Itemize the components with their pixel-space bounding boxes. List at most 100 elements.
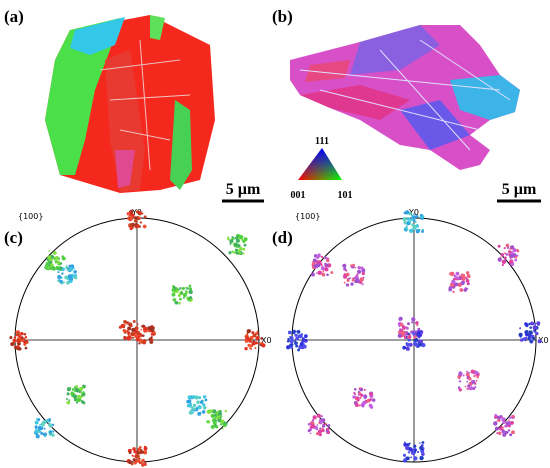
pole-point xyxy=(143,215,147,219)
pole-point xyxy=(196,400,200,405)
pole-point xyxy=(197,411,202,416)
pole-point xyxy=(41,424,44,427)
pole-point xyxy=(73,270,77,274)
pole-point xyxy=(330,271,334,274)
pole-point xyxy=(400,328,403,332)
pole-point xyxy=(404,333,407,336)
pole-point xyxy=(34,425,38,429)
pole-point xyxy=(402,216,407,222)
pole-point xyxy=(188,287,193,291)
pole-point xyxy=(413,341,417,345)
pole-point xyxy=(233,242,238,247)
pole-point xyxy=(251,341,254,344)
pole-point xyxy=(535,332,539,336)
pole-point xyxy=(419,339,423,344)
pole-point xyxy=(232,251,236,254)
pole-point xyxy=(23,337,26,340)
pole-point xyxy=(527,336,531,341)
pole-point xyxy=(418,336,421,339)
pole-point xyxy=(421,441,425,444)
pole-point xyxy=(360,393,364,397)
pole-point xyxy=(207,421,211,424)
pole-point xyxy=(512,248,517,253)
pole-point xyxy=(132,458,136,462)
pole-point xyxy=(197,405,202,410)
pole-point xyxy=(130,331,135,337)
pole-point xyxy=(501,429,505,434)
grain-map-a xyxy=(45,15,215,193)
pole-point xyxy=(318,255,321,258)
pole-point xyxy=(130,336,133,339)
pole-point xyxy=(497,431,502,436)
pole-point xyxy=(60,262,63,265)
pole-point xyxy=(461,273,466,278)
pole-point xyxy=(66,387,71,392)
pole-point xyxy=(318,433,322,437)
pole-point xyxy=(405,346,410,351)
pole-point xyxy=(65,266,69,270)
pole-point xyxy=(304,338,308,342)
pole-point xyxy=(178,301,181,305)
pole-point xyxy=(472,387,475,390)
pole-point xyxy=(172,298,177,302)
pole-point xyxy=(312,415,317,420)
pole-point xyxy=(505,243,510,248)
pole-point xyxy=(509,433,513,437)
pole-point xyxy=(214,414,217,417)
pole-point xyxy=(179,287,182,290)
pole-point xyxy=(530,336,533,339)
pole-point xyxy=(454,282,459,287)
pole-point xyxy=(476,375,479,379)
pole-point xyxy=(179,297,182,301)
pole-point xyxy=(518,332,523,337)
pole-point xyxy=(402,325,406,330)
pole-point xyxy=(514,258,518,262)
pole-point xyxy=(467,371,470,374)
pole-point xyxy=(466,370,468,373)
pole-point xyxy=(141,334,145,337)
pole-point xyxy=(131,227,134,230)
pole-point xyxy=(126,211,131,216)
pole-point xyxy=(410,330,414,334)
pole-point xyxy=(368,398,372,402)
pole-point xyxy=(494,426,499,431)
pole-point xyxy=(212,409,217,414)
panel-label: (a) xyxy=(4,7,24,26)
pole-point xyxy=(322,424,326,428)
pole-point xyxy=(137,218,140,220)
pole-point xyxy=(201,411,204,414)
pole-point xyxy=(319,427,322,430)
pole-point xyxy=(16,345,20,348)
pole-point xyxy=(54,260,58,264)
pole-point xyxy=(43,427,46,430)
pole-point xyxy=(138,342,141,345)
pole-point xyxy=(250,344,254,348)
pole-point xyxy=(249,338,252,341)
pole-point xyxy=(287,337,290,341)
pole-point xyxy=(295,344,298,348)
pole-point xyxy=(311,419,315,422)
pole-point xyxy=(210,413,215,419)
pole-point xyxy=(191,411,194,414)
pole-point xyxy=(120,323,125,328)
pole-point xyxy=(144,340,147,343)
pole-point xyxy=(287,330,292,335)
pole-point xyxy=(126,321,129,324)
pole-point xyxy=(134,334,138,339)
pole-figure-title: {100} xyxy=(18,212,43,221)
pole-point xyxy=(448,287,453,292)
pole-point xyxy=(318,422,321,424)
pole-point xyxy=(355,278,360,283)
pole-point xyxy=(220,419,225,424)
pole-point xyxy=(461,277,466,281)
pole-point xyxy=(228,251,232,255)
pole-point xyxy=(191,395,196,399)
pole-point xyxy=(152,333,155,336)
pole-point xyxy=(19,340,21,343)
pole-point xyxy=(421,452,424,455)
pole-point xyxy=(144,463,147,466)
pole-point xyxy=(219,416,222,419)
pole-point xyxy=(234,248,238,252)
pole-point xyxy=(405,331,408,335)
pole-point xyxy=(469,384,472,387)
